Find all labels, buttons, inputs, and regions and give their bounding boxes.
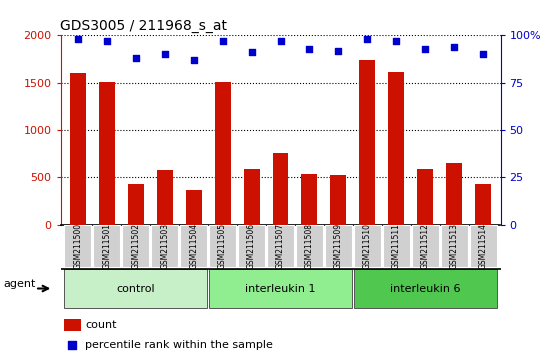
- Bar: [70, 73, 86, 225]
- Point: [131, 55, 140, 61]
- Point: [392, 38, 401, 44]
- Point: [189, 57, 198, 63]
- FancyBboxPatch shape: [93, 225, 120, 267]
- Text: GSM211503: GSM211503: [160, 223, 169, 269]
- Point: [247, 50, 256, 55]
- Bar: [273, 153, 288, 225]
- Point: [421, 46, 430, 51]
- Text: GSM211506: GSM211506: [247, 223, 256, 269]
- Text: GSM211504: GSM211504: [189, 223, 198, 269]
- Text: GSM211505: GSM211505: [218, 223, 227, 269]
- Text: interleukin 6: interleukin 6: [390, 284, 460, 293]
- Point: [334, 48, 343, 53]
- Text: GSM211509: GSM211509: [334, 223, 343, 269]
- Bar: [301, 174, 317, 225]
- Point: [450, 44, 459, 50]
- Text: GSM211511: GSM211511: [392, 223, 401, 269]
- Text: GDS3005 / 211968_s_at: GDS3005 / 211968_s_at: [60, 19, 228, 33]
- Point: [74, 36, 82, 42]
- FancyBboxPatch shape: [267, 225, 294, 267]
- Point: [478, 51, 487, 57]
- FancyBboxPatch shape: [470, 225, 497, 267]
- Bar: [214, 82, 230, 225]
- Text: control: control: [117, 284, 155, 293]
- Bar: [359, 61, 375, 225]
- Bar: [128, 184, 144, 225]
- Bar: [417, 169, 433, 225]
- Point: [276, 38, 285, 44]
- Point: [68, 342, 76, 348]
- FancyBboxPatch shape: [238, 225, 265, 267]
- FancyBboxPatch shape: [296, 225, 323, 267]
- Text: agent: agent: [3, 279, 35, 289]
- Text: GSM211502: GSM211502: [131, 223, 140, 269]
- FancyBboxPatch shape: [325, 225, 352, 267]
- Text: GSM211514: GSM211514: [478, 223, 488, 269]
- Point: [102, 38, 111, 44]
- Point: [160, 51, 169, 57]
- Point: [305, 46, 314, 51]
- Text: interleukin 1: interleukin 1: [245, 284, 316, 293]
- FancyBboxPatch shape: [180, 225, 207, 267]
- Bar: [186, 190, 202, 225]
- FancyBboxPatch shape: [441, 225, 468, 267]
- Text: GSM211508: GSM211508: [305, 223, 314, 269]
- Bar: [388, 72, 404, 225]
- FancyBboxPatch shape: [209, 269, 352, 308]
- FancyBboxPatch shape: [411, 225, 439, 267]
- Text: percentile rank within the sample: percentile rank within the sample: [85, 339, 273, 350]
- Text: GSM211512: GSM211512: [421, 223, 430, 269]
- FancyBboxPatch shape: [64, 225, 91, 267]
- Text: GSM211513: GSM211513: [450, 223, 459, 269]
- Point: [363, 36, 372, 42]
- Bar: [475, 184, 491, 225]
- Text: GSM211507: GSM211507: [276, 223, 285, 269]
- Bar: [244, 169, 260, 225]
- Bar: [331, 175, 346, 225]
- FancyBboxPatch shape: [354, 225, 381, 267]
- Bar: [64, 319, 81, 331]
- FancyBboxPatch shape: [64, 269, 207, 308]
- Bar: [157, 170, 173, 225]
- Text: GSM211501: GSM211501: [102, 223, 111, 269]
- Text: count: count: [85, 320, 117, 330]
- Bar: [99, 82, 115, 225]
- Bar: [446, 163, 462, 225]
- Text: GSM211510: GSM211510: [363, 223, 372, 269]
- Text: GSM211500: GSM211500: [73, 223, 82, 269]
- FancyBboxPatch shape: [354, 269, 497, 308]
- FancyBboxPatch shape: [209, 225, 236, 267]
- FancyBboxPatch shape: [151, 225, 178, 267]
- Point: [218, 38, 227, 44]
- FancyBboxPatch shape: [122, 225, 150, 267]
- FancyBboxPatch shape: [383, 225, 410, 267]
